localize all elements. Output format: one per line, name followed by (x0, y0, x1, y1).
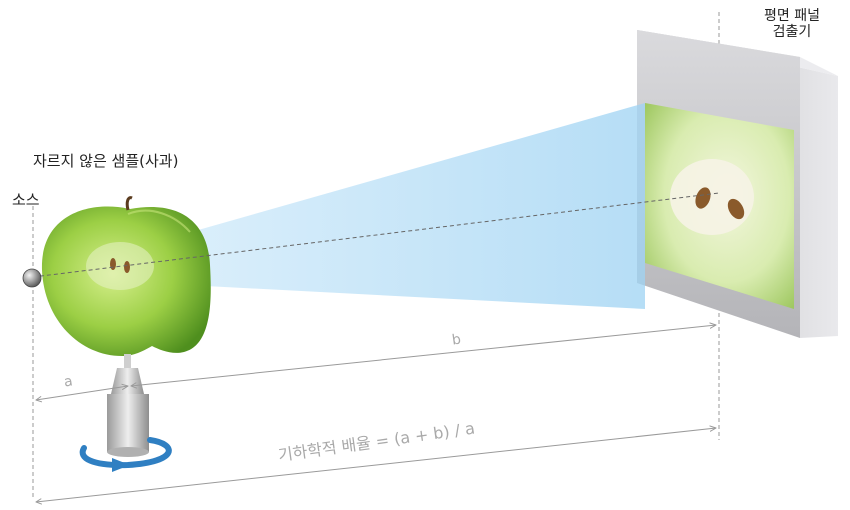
detector-label-line1: 평면 패널 (764, 8, 820, 24)
dimension-line-total (36, 428, 716, 502)
central-ray (32, 192, 720, 278)
distance-b-label: b (450, 331, 462, 349)
x-ray-source-icon (22, 268, 42, 288)
apple-seed-image (727, 198, 745, 220)
apple-seed (110, 258, 116, 270)
source-label: 소스 (12, 191, 40, 209)
detector-image (645, 103, 794, 309)
dimension-line-b (131, 325, 716, 386)
rotation-stage (79, 354, 172, 472)
rotation-arrowhead-icon (112, 458, 130, 472)
detector-label-line2: 검출기 (772, 24, 812, 41)
dimension-line-a (36, 386, 128, 400)
detector-label: 평면 패널 검출기 (764, 8, 820, 40)
apple-seed-image (695, 187, 711, 209)
apple-seed (124, 261, 130, 273)
sample-label: 자르지 않은 샘플(사과) (33, 152, 179, 170)
apple-sample (41, 196, 211, 356)
